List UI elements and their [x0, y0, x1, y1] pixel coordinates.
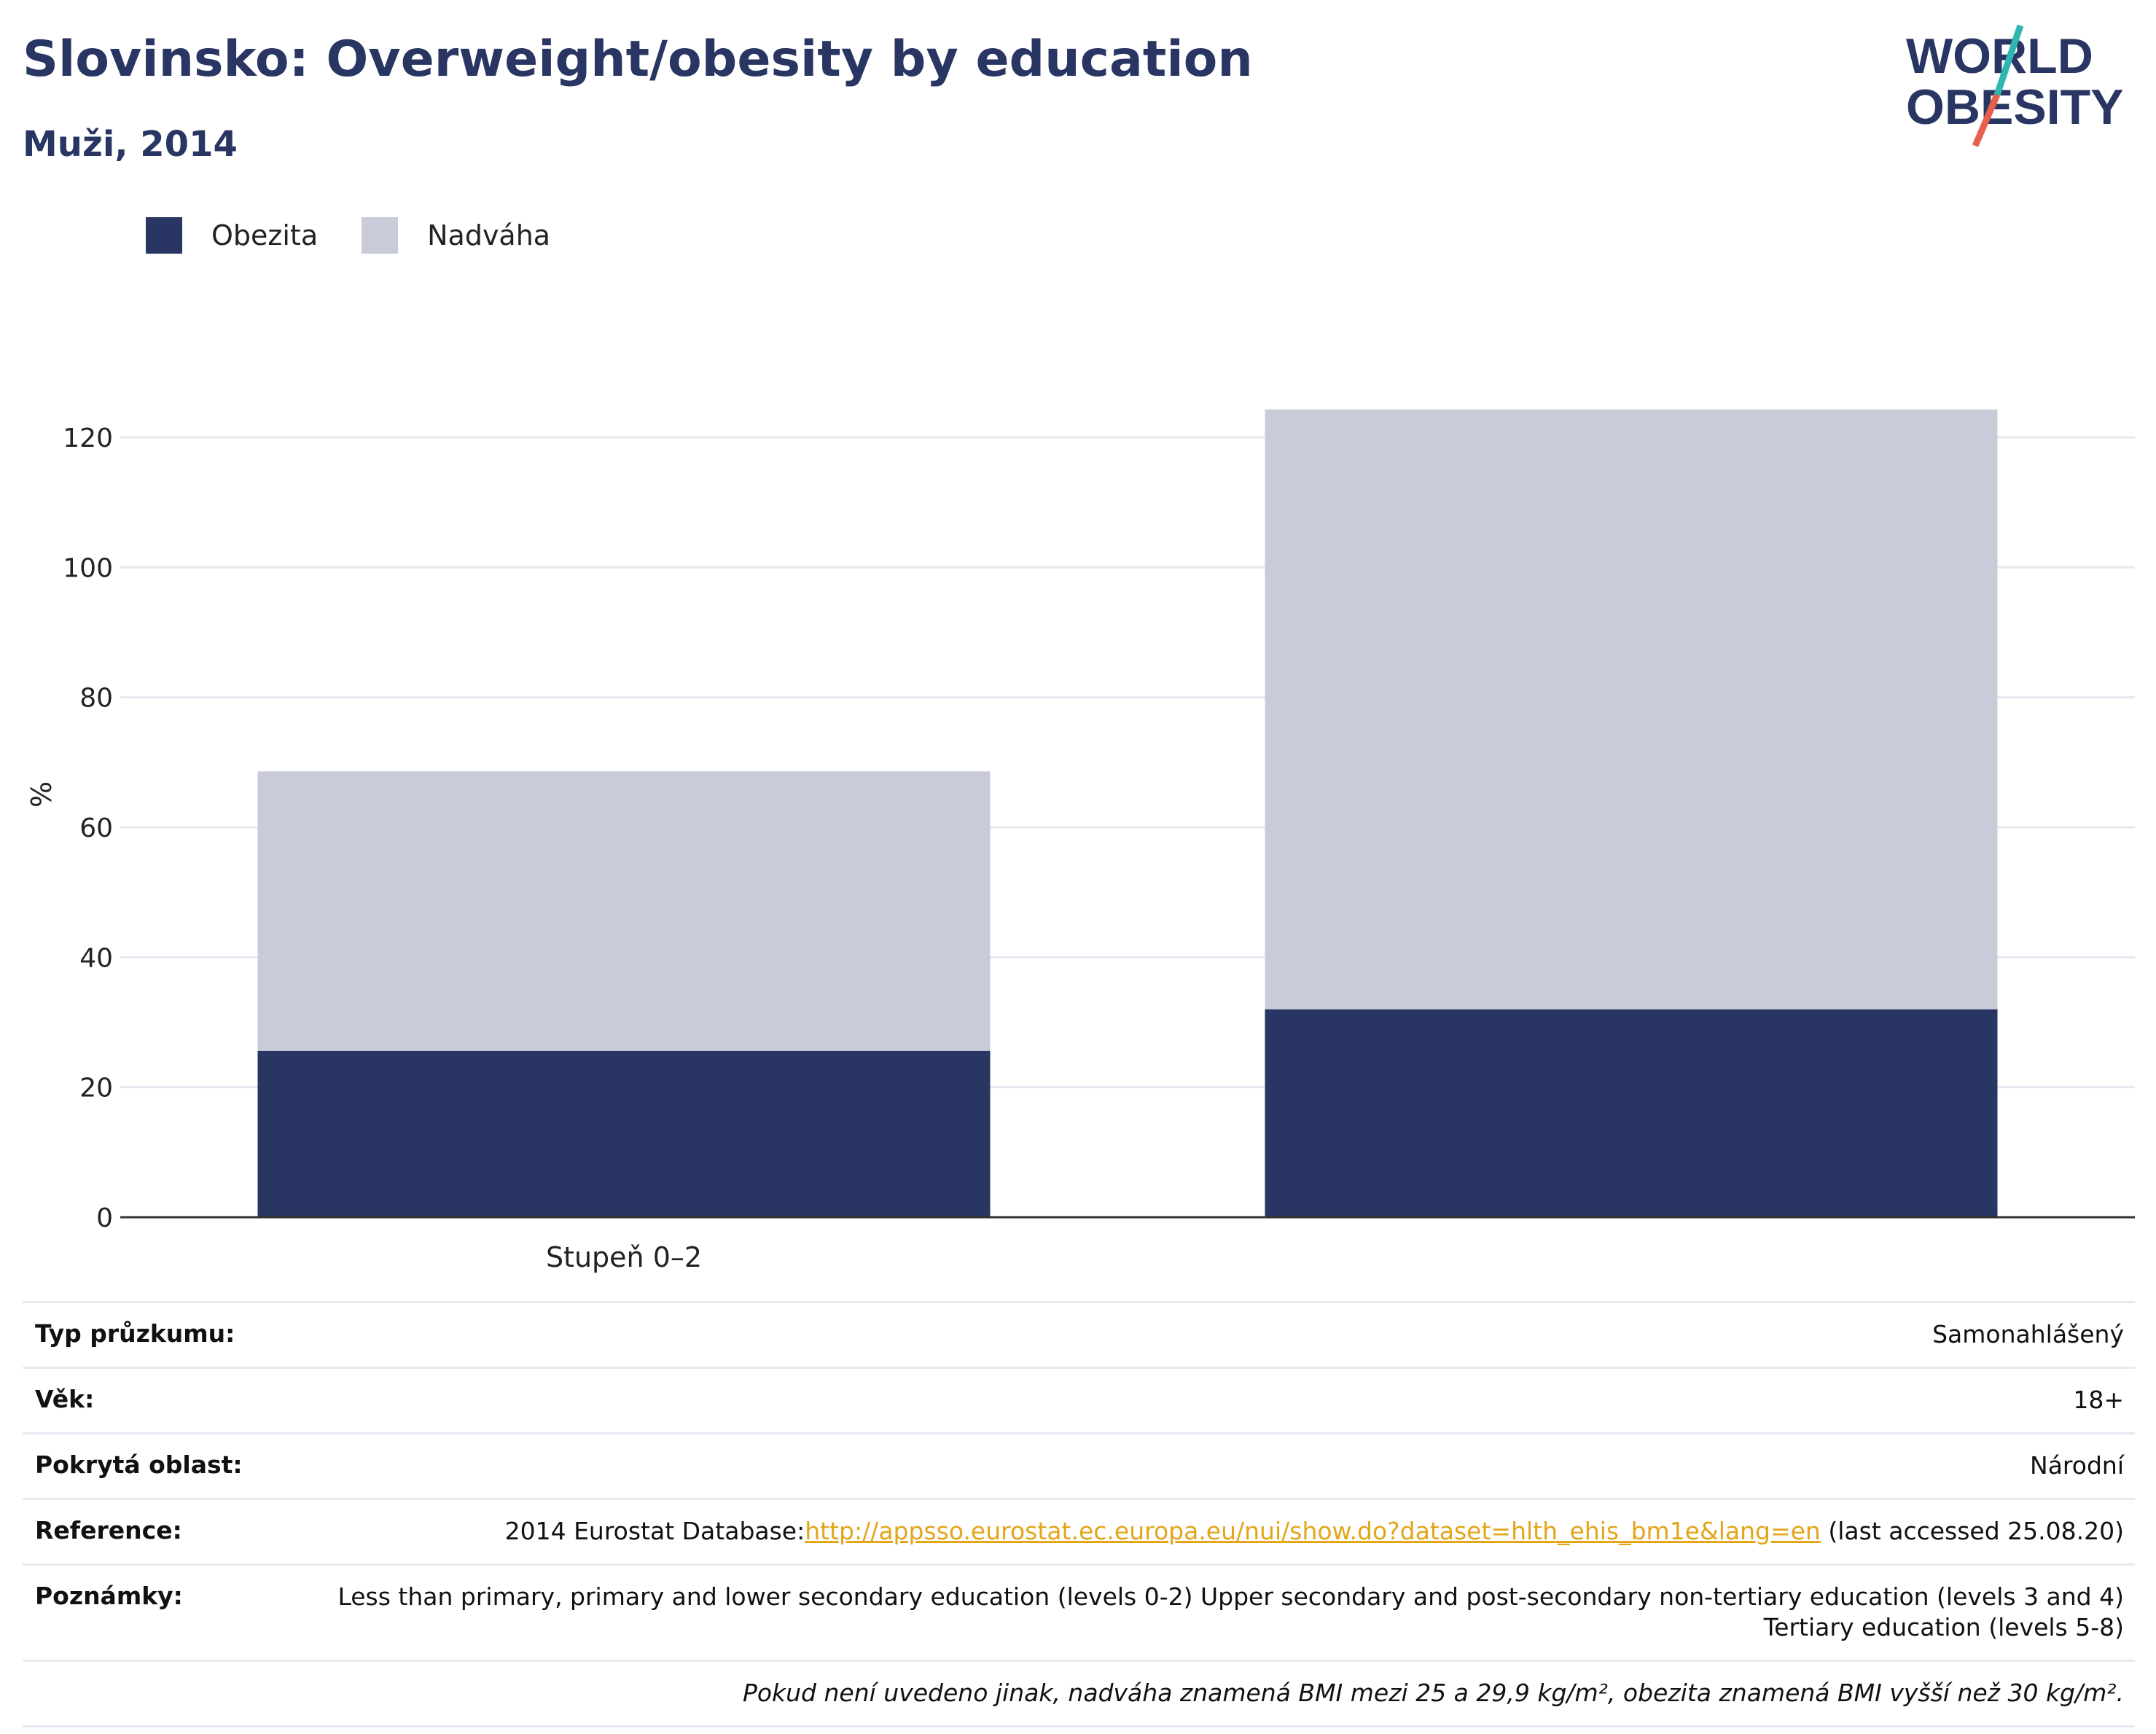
- logo-slash-teal: [1993, 24, 2024, 96]
- info-table: Typ průzkumu: Samonahlášený Věk: 18+ Pok…: [23, 1301, 2135, 1728]
- bar-obesity-0[interactable]: [257, 1050, 991, 1217]
- chart-subtitle: Muži, 2014: [23, 124, 238, 165]
- chart-title: Slovinsko: Overweight/obesity by educati…: [23, 31, 1253, 88]
- world-obesity-logo: WORLD OBESITY: [1906, 24, 2124, 147]
- legend-label-overweight: Nadváha: [427, 219, 551, 251]
- info-label: Reference:: [35, 1515, 182, 1544]
- legend-swatch-overweight: [362, 217, 399, 254]
- reference-suffix: (last accessed 25.08.20): [1820, 1516, 2124, 1545]
- info-value: 18+: [2073, 1385, 2124, 1414]
- info-label: Typ průzkumu:: [35, 1319, 235, 1348]
- bar-overweight-0[interactable]: [257, 771, 991, 1051]
- logo-line1: WORLD: [1906, 28, 2093, 84]
- info-row-reference: Reference: 2014 Eurostat Database:http:/…: [23, 1497, 2135, 1563]
- info-row-area: Pokrytá oblast: Národní: [23, 1432, 2135, 1498]
- info-label: Věk:: [35, 1384, 95, 1413]
- y-tick-label: 60: [79, 813, 113, 843]
- bar-obesity-1[interactable]: [1265, 1009, 1998, 1217]
- info-row-survey-type: Typ průzkumu: Samonahlášený: [23, 1301, 2135, 1367]
- footnote: Pokud není uvedeno jinak, nadváha znamen…: [742, 1679, 2124, 1708]
- y-tick-label: 0: [96, 1203, 113, 1233]
- y-tick-label: 40: [79, 943, 113, 973]
- logo-slash-red: [1972, 93, 2001, 147]
- y-tick-label: 80: [79, 684, 113, 714]
- bar-overweight-1[interactable]: [1265, 409, 1998, 1009]
- y-axis-label: %: [26, 781, 58, 808]
- reference-link[interactable]: http://appsso.eurostat.ec.europa.eu/nui/…: [805, 1516, 1821, 1545]
- info-row-notes: Poznámky: Less than primary, primary and…: [23, 1563, 2135, 1660]
- legend-item-overweight[interactable]: Nadváha: [362, 217, 550, 254]
- x-tick-label: Stupeň 0–2: [546, 1241, 702, 1273]
- legend-swatch-obesity: [146, 217, 182, 254]
- chart-legend: Obezita Nadváha: [146, 217, 594, 254]
- info-value: Národní: [2030, 1450, 2124, 1480]
- info-row-footnote: Pokud není uvedeno jinak, nadváha znamen…: [23, 1660, 2135, 1728]
- logo-line2: OBESITY: [1906, 79, 2124, 135]
- info-label: Poznámky:: [35, 1581, 183, 1610]
- info-value-reference: 2014 Eurostat Database:http://appsso.eur…: [505, 1516, 2124, 1547]
- info-value: Samonahlášený: [1932, 1320, 2124, 1348]
- y-tick-label: 120: [63, 423, 113, 453]
- info-value: Less than primary, primary and lower sec…: [337, 1582, 2124, 1642]
- reference-prefix: 2014 Eurostat Database:: [504, 1516, 805, 1545]
- legend-label-obesity: Obezita: [211, 219, 319, 251]
- y-tick-label: 20: [79, 1074, 113, 1104]
- bar-chart: % 0 20 40 60 80 100 120 Stupeň 0–2: [26, 409, 2135, 1273]
- info-row-age: Věk: 18+: [23, 1366, 2135, 1432]
- y-tick-label: 100: [63, 553, 113, 583]
- info-label: Pokrytá oblast:: [35, 1450, 243, 1479]
- legend-item-obesity[interactable]: Obezita: [146, 217, 318, 254]
